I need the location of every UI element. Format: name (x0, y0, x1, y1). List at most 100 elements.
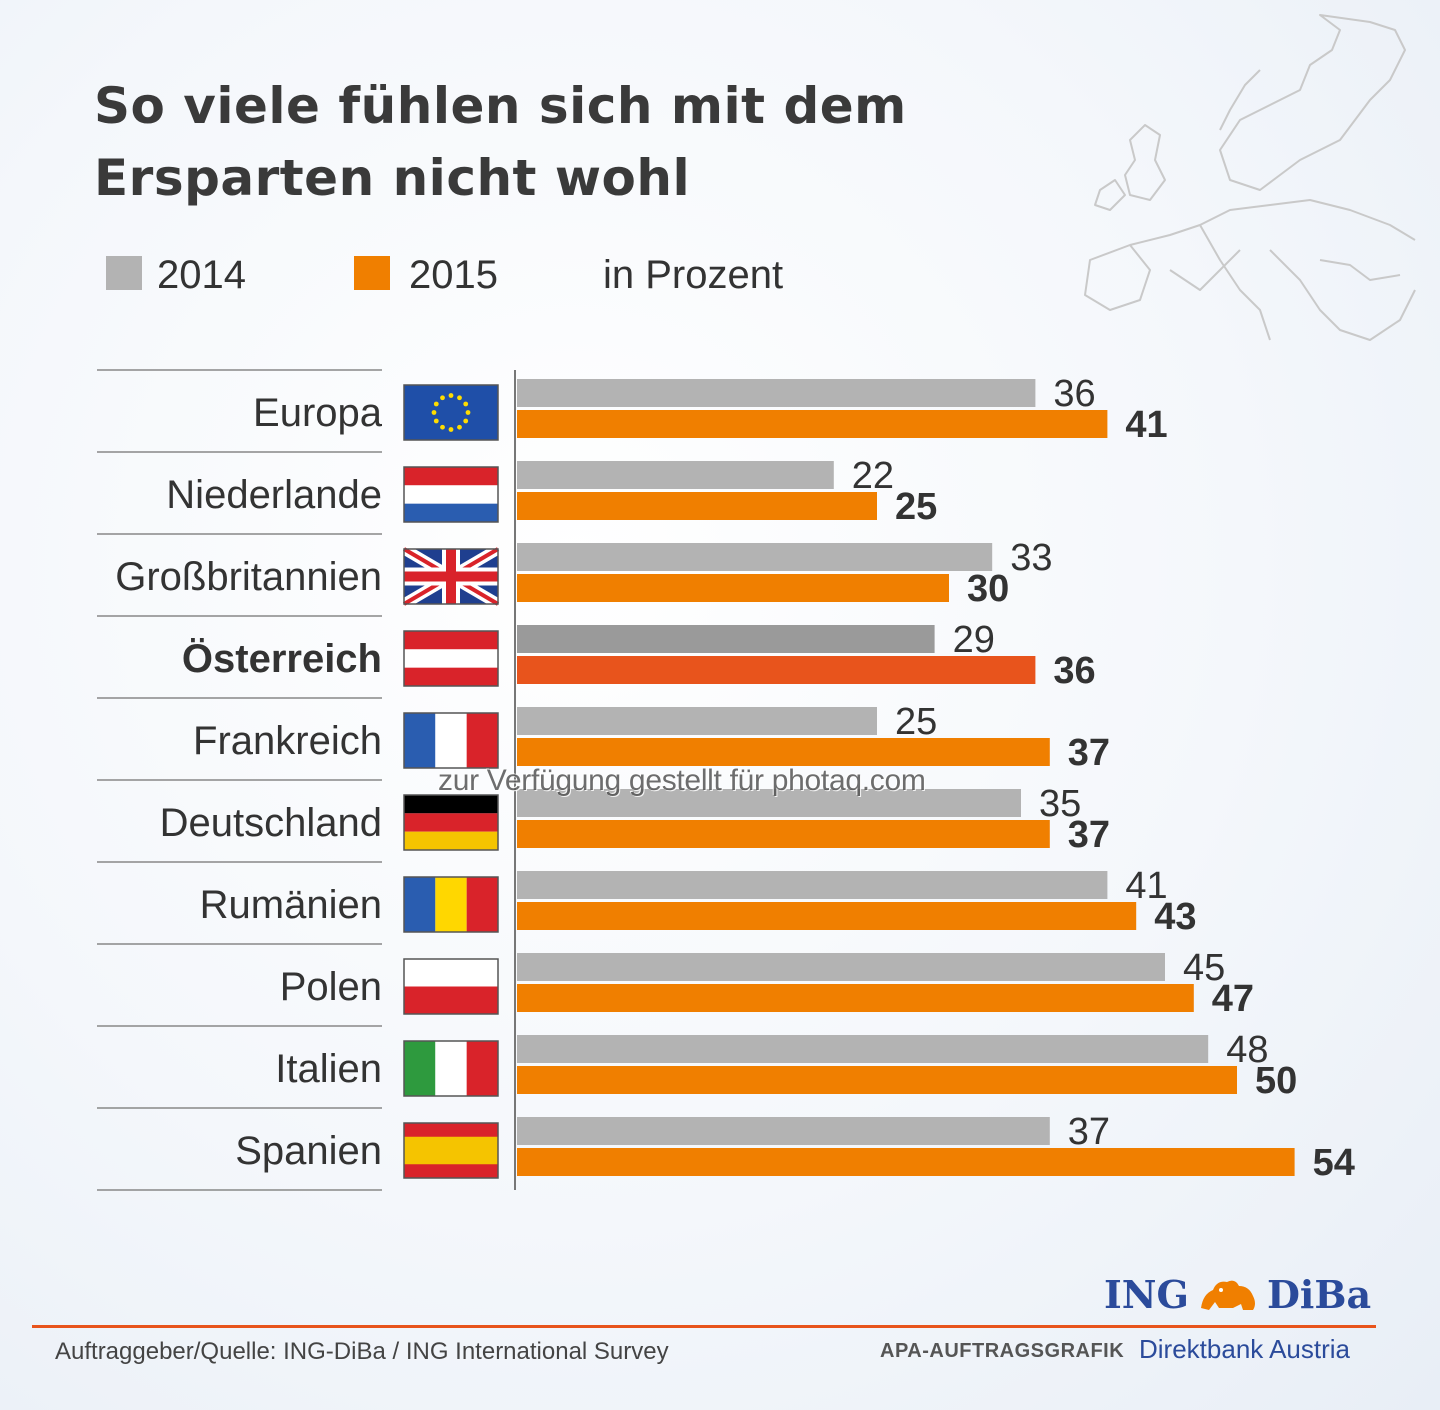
bar-2015-europa (517, 410, 1108, 438)
category-label-rumaenien: Rumänien (200, 883, 382, 927)
spain-flag-icon-stripe (404, 1136, 498, 1165)
bar-2015-frankreich (517, 738, 1050, 766)
value-label-2015-niederlande: 25 (895, 486, 937, 528)
bar-2014-oesterreich (517, 625, 935, 653)
legend-swatch-2014 (106, 256, 142, 290)
germany-flag-icon-stripe (404, 813, 498, 832)
source-note: Auftraggeber/Quelle: ING-DiBa / ING Inte… (55, 1338, 669, 1365)
eu-star (463, 418, 469, 424)
brand-subtitle: Direktbank Austria (1139, 1334, 1350, 1364)
chart-title-line-1: So viele fühlen sich mit dem (94, 77, 907, 135)
germany-flag-icon-stripe (404, 795, 498, 814)
bar-2015-rumaenien (517, 902, 1137, 930)
bar-2015-spanien (517, 1148, 1295, 1176)
italy-flag-icon-stripe (466, 1041, 498, 1096)
netherlands-flag-icon-frame (403, 466, 499, 523)
spain-flag-icon-frame (403, 1122, 499, 1179)
category-label-italien: Italien (275, 1047, 382, 1091)
romania-flag-icon-frame (403, 876, 499, 933)
germany-flag-icon-frame (403, 794, 499, 851)
value-label-2014-frankreich: 25 (895, 701, 937, 743)
value-label-2015-polen: 47 (1212, 978, 1254, 1020)
italy-flag-icon-frame (403, 1040, 499, 1097)
italy-flag-icon-stripe (435, 1041, 467, 1096)
bar-2014-grossbritannien (517, 543, 993, 571)
logo-text-diba: DiBa (1266, 1272, 1372, 1317)
eu-star (448, 427, 454, 432)
value-label-2014-italien: 48 (1226, 1029, 1268, 1071)
category-label-niederlande: Niederlande (166, 473, 382, 517)
value-label-2014-polen: 45 (1183, 947, 1225, 989)
germany-flag-icon-stripe (404, 831, 498, 850)
value-label-2015-italien: 50 (1255, 1060, 1297, 1102)
eu-star (457, 424, 462, 430)
value-label-2014-deutschland: 35 (1039, 783, 1081, 825)
eu-star (433, 418, 439, 424)
value-label-2014-grossbritannien: 33 (1010, 537, 1052, 579)
uk-flag-icon-frame (403, 548, 499, 605)
value-label-2015-spanien: 54 (1313, 1142, 1355, 1184)
bar-2014-spanien (517, 1117, 1050, 1145)
chart-title-line-2: Ersparten nicht wohl (94, 149, 691, 207)
europe-map-icon (1084, 14, 1416, 341)
bar-2014-deutschland (517, 789, 1021, 817)
legend-swatch-2015 (354, 256, 390, 290)
category-label-europa: Europa (253, 391, 383, 435)
poland-flag-icon-stripe (404, 986, 498, 1014)
austria-flag-icon-stripe (404, 667, 498, 686)
bar-2015-italien (517, 1066, 1237, 1094)
legend-label-2014: 2014 (157, 253, 246, 297)
netherlands-flag-icon-stripe (404, 467, 498, 486)
bar-2014-niederlande (517, 461, 834, 489)
category-label-deutschland: Deutschland (160, 801, 382, 845)
value-label-2015-grossbritannien: 30 (967, 568, 1009, 610)
france-flag-icon-frame (403, 712, 499, 769)
value-label-2014-spanien: 37 (1068, 1111, 1110, 1153)
value-label-2014-niederlande: 22 (852, 455, 894, 497)
value-label-2014-europa: 36 (1053, 373, 1095, 415)
netherlands-flag-icon-stripe (404, 485, 498, 504)
austria-flag-icon-stripe (404, 649, 498, 668)
poland-flag-icon-stripe (404, 959, 498, 987)
austria-flag-icon-frame (403, 630, 499, 687)
bar-2014-italien (517, 1035, 1209, 1063)
chart-title: So viele fühlen sich mit dem Ersparten n… (94, 70, 994, 214)
ing-diba-logo: ING DiBa (1104, 1272, 1371, 1317)
bar-2015-oesterreich (517, 656, 1036, 684)
eu-star (463, 401, 469, 407)
bar-2014-polen (517, 953, 1165, 981)
eu-star (440, 395, 445, 401)
france-flag-icon-stripe (435, 713, 467, 768)
footer-divider (32, 1325, 1376, 1328)
value-label-2015-europa: 41 (1125, 404, 1167, 446)
value-label-2015-rumaenien: 43 (1154, 896, 1196, 938)
bar-2014-rumaenien (517, 871, 1108, 899)
italy-flag-icon-stripe (404, 1041, 436, 1096)
romania-flag-icon-stripe (466, 877, 498, 932)
category-label-frankreich: Frankreich (193, 719, 382, 763)
apa-credit: APA-AUFTRAGSGRAFIK (880, 1340, 1125, 1362)
category-label-spanien: Spanien (235, 1129, 382, 1173)
value-label-2014-rumaenien: 41 (1125, 865, 1167, 907)
watermark: zur Verfügung gestellt für photaq.com (438, 764, 926, 797)
bar-2014-europa (517, 379, 1036, 407)
eu-star (433, 401, 439, 407)
value-label-2015-frankreich: 37 (1068, 732, 1110, 774)
logo-text-ing: ING (1104, 1272, 1189, 1317)
bar-2015-grossbritannien (517, 574, 949, 602)
value-label-2015-oesterreich: 36 (1053, 650, 1095, 692)
eu-star (457, 395, 462, 401)
netherlands-flag-icon-stripe (404, 503, 498, 522)
category-label-polen: Polen (280, 965, 382, 1009)
bar-2014-frankreich (517, 707, 877, 735)
eu-star (448, 393, 454, 398)
austria-flag-icon-stripe (404, 631, 498, 650)
category-label-grossbritannien: Großbritannien (115, 555, 382, 599)
romania-flag-icon-stripe (404, 877, 436, 932)
category-label-oesterreich: Österreich (182, 636, 382, 681)
legend-label-2015: 2015 (409, 253, 498, 297)
bar-2015-deutschland (517, 820, 1050, 848)
bar-2015-niederlande (517, 492, 877, 520)
legend-unit: in Prozent (603, 253, 784, 297)
